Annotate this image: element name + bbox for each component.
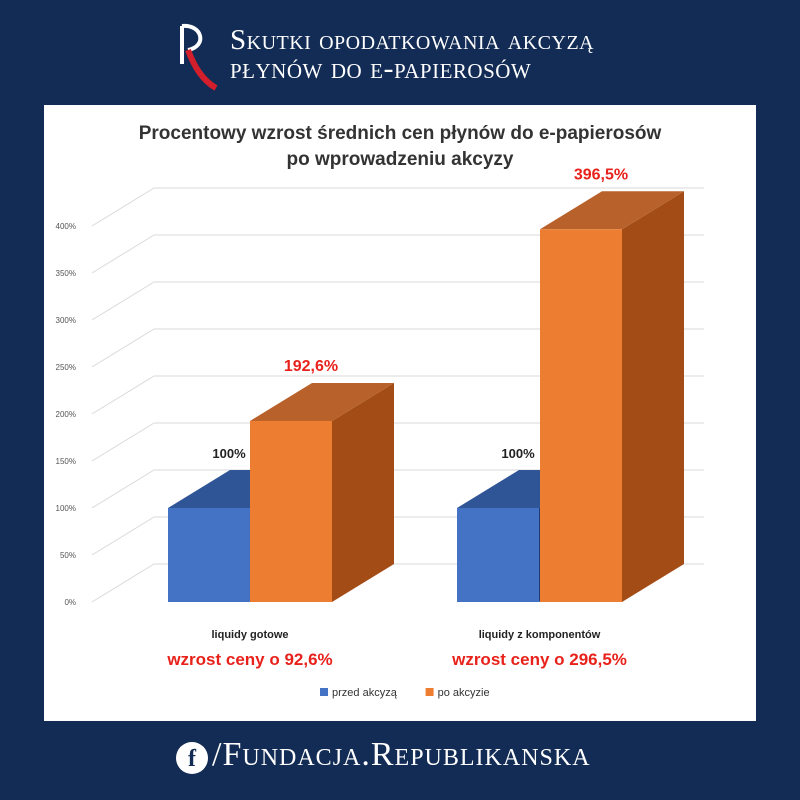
gridline-depth <box>91 328 155 368</box>
header: Skutki opodatkowania akcyzą płynów do e-… <box>0 0 800 100</box>
page-title-line2: płynów do e-papierosów <box>230 52 532 85</box>
bar-side <box>622 191 684 602</box>
data-label: 396,5% <box>574 166 628 183</box>
gridline-depth <box>91 187 155 227</box>
bar-before-akcyza <box>457 508 539 602</box>
republikanska-logo-icon <box>180 23 218 91</box>
bar-chart: 0% 50% 100% 150% 200% 250% 300% 350% 400% 100% 192… <box>56 166 704 699</box>
y-tick-label: 300% <box>56 316 76 325</box>
bar-top <box>540 191 684 230</box>
gridline-depth <box>91 469 155 509</box>
category-label: liquidy z komponentów <box>479 629 601 641</box>
legend-label: przed akcyzą <box>332 687 398 699</box>
chart-panel: Procentowy wzrost średnich cen płynów do… <box>44 105 756 721</box>
data-label: 100% <box>212 446 246 461</box>
y-tick-label: 250% <box>56 363 76 372</box>
y-tick-label: 50% <box>60 551 76 560</box>
gridline-depth <box>91 422 155 462</box>
chart-title-line1: Procentowy wzrost średnich cen płynów do… <box>138 123 662 144</box>
price-increase-annotation: wzrost ceny o 92,6% <box>166 650 332 669</box>
price-increase-annotation: wzrost ceny o 296,5% <box>451 650 627 669</box>
category-label: liquidy gotowe <box>212 629 289 641</box>
chart-title-line2: po wprowadzeniu akcyzy <box>286 149 514 170</box>
bar-after-akcyza <box>540 229 622 602</box>
y-tick-label: 150% <box>56 457 76 466</box>
y-tick-label: 400% <box>56 222 76 231</box>
bar-before-akcyza <box>168 508 250 602</box>
facebook-handle-link[interactable]: /Fundacja.Republikanska <box>212 736 591 773</box>
gridline-depth <box>91 234 155 274</box>
footer: f /Fundacja.Republikanska <box>0 728 800 800</box>
page-title-line1: Skutki opodatkowania akcyzą <box>230 24 595 56</box>
gridline-depth <box>91 375 155 415</box>
bar-top <box>250 382 394 421</box>
gridline-depth <box>91 516 155 556</box>
legend-swatch <box>425 688 434 696</box>
y-tick-label: 0% <box>64 598 76 607</box>
gridline-depth <box>91 563 155 603</box>
y-tick-label: 200% <box>56 410 76 419</box>
gridline-depth <box>91 281 155 321</box>
y-tick-label: 350% <box>56 269 76 278</box>
legend-label: po akcyzie <box>438 687 490 699</box>
y-tick-label: 100% <box>56 504 76 513</box>
bar-after-akcyza <box>250 420 332 602</box>
legend-swatch <box>320 688 328 696</box>
bar-side <box>332 382 394 602</box>
data-label: 192,6% <box>284 358 338 375</box>
facebook-icon[interactable]: f <box>176 742 208 774</box>
data-label: 100% <box>501 446 535 461</box>
